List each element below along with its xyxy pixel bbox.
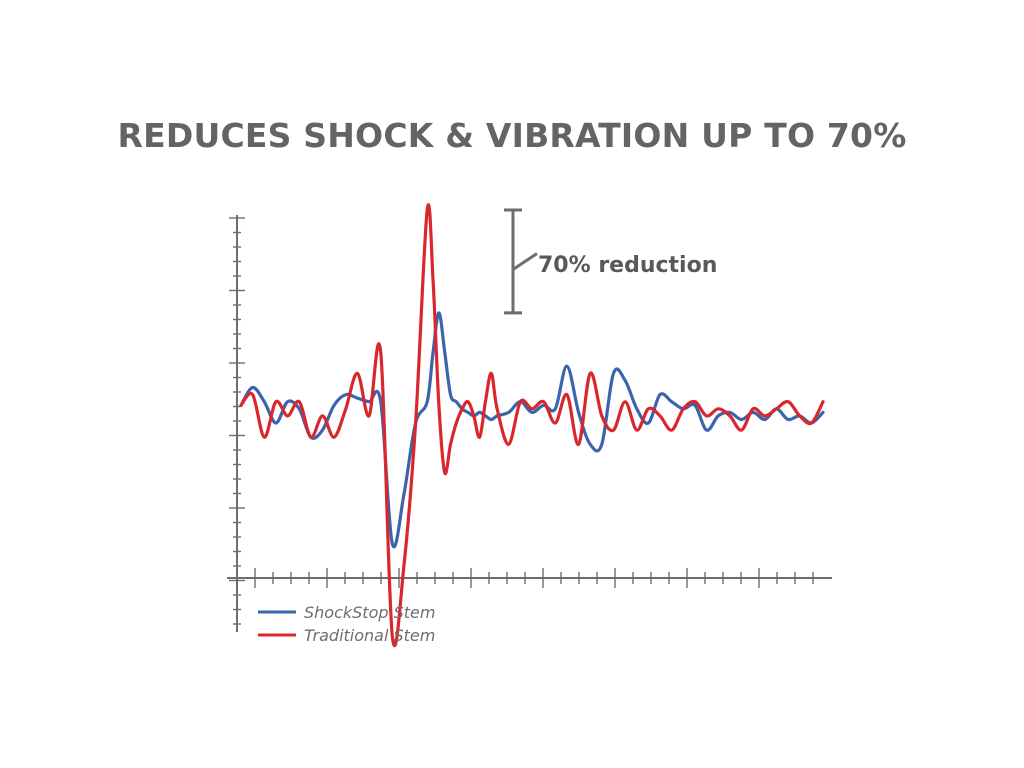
axes-group xyxy=(227,215,832,632)
series-group xyxy=(239,203,825,648)
series-line-traditional-stem xyxy=(239,203,825,648)
reduction-leader-line xyxy=(512,252,538,271)
legend-label-traditional-stem: Traditional Stem xyxy=(304,626,435,645)
reduction-annotation-label: 70% reduction xyxy=(538,253,717,278)
y-ticks xyxy=(229,217,245,625)
legend-label-shockstop-stem: ShockStop Stem xyxy=(304,603,435,622)
reduction-annotation: 70% reduction xyxy=(504,208,717,315)
chart-title: REDUCES SHOCK & VIBRATION UP TO 70% xyxy=(117,116,907,155)
legend: ShockStop Stem Traditional Stem xyxy=(258,603,435,645)
reduction-bracket xyxy=(504,208,522,315)
x-ticks xyxy=(254,568,814,588)
